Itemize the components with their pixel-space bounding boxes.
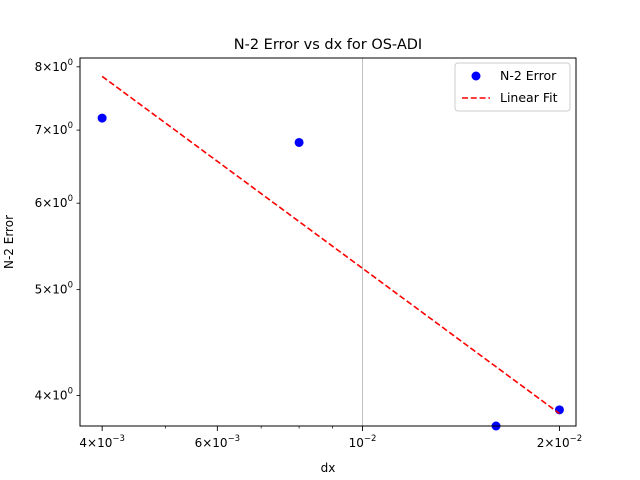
x-tick-label: 4×10−3 [79, 434, 125, 450]
legend-box [454, 62, 571, 112]
x-tick-label: 10−2 [349, 434, 377, 450]
y-axis-label: N-2 Error [2, 215, 16, 269]
data-point [97, 113, 107, 123]
legend-label-linear-fit: Linear Fit [500, 90, 558, 105]
series-layer [97, 75, 564, 431]
y-tick-label: 6×100 [35, 194, 73, 210]
x-tick-label: 2×10−2 [537, 434, 583, 450]
chart-title: N-2 Error vs dx for OS-ADI [234, 37, 422, 53]
linear-fit-line [101, 75, 560, 415]
y-tick-label: 4×100 [35, 386, 73, 402]
legend: N-2 Error Linear Fit [454, 62, 571, 112]
data-point [294, 137, 304, 147]
x-axis-label: dx [321, 461, 336, 475]
y-tick-label: 7×100 [35, 121, 73, 137]
y-tick-label: 5×100 [35, 281, 73, 297]
plot-frame [79, 57, 577, 427]
x-tick-label: 6×10−3 [195, 434, 241, 450]
legend-marker-n2-error [471, 71, 481, 81]
tick-layer: 4×10−3 6×10−3 10−2 2×10−2 4×100 5×100 6×100 7×1… [35, 58, 583, 450]
legend-label-n2-error: N-2 Error [500, 68, 557, 83]
y-tick-label: 8×100 [35, 58, 73, 74]
